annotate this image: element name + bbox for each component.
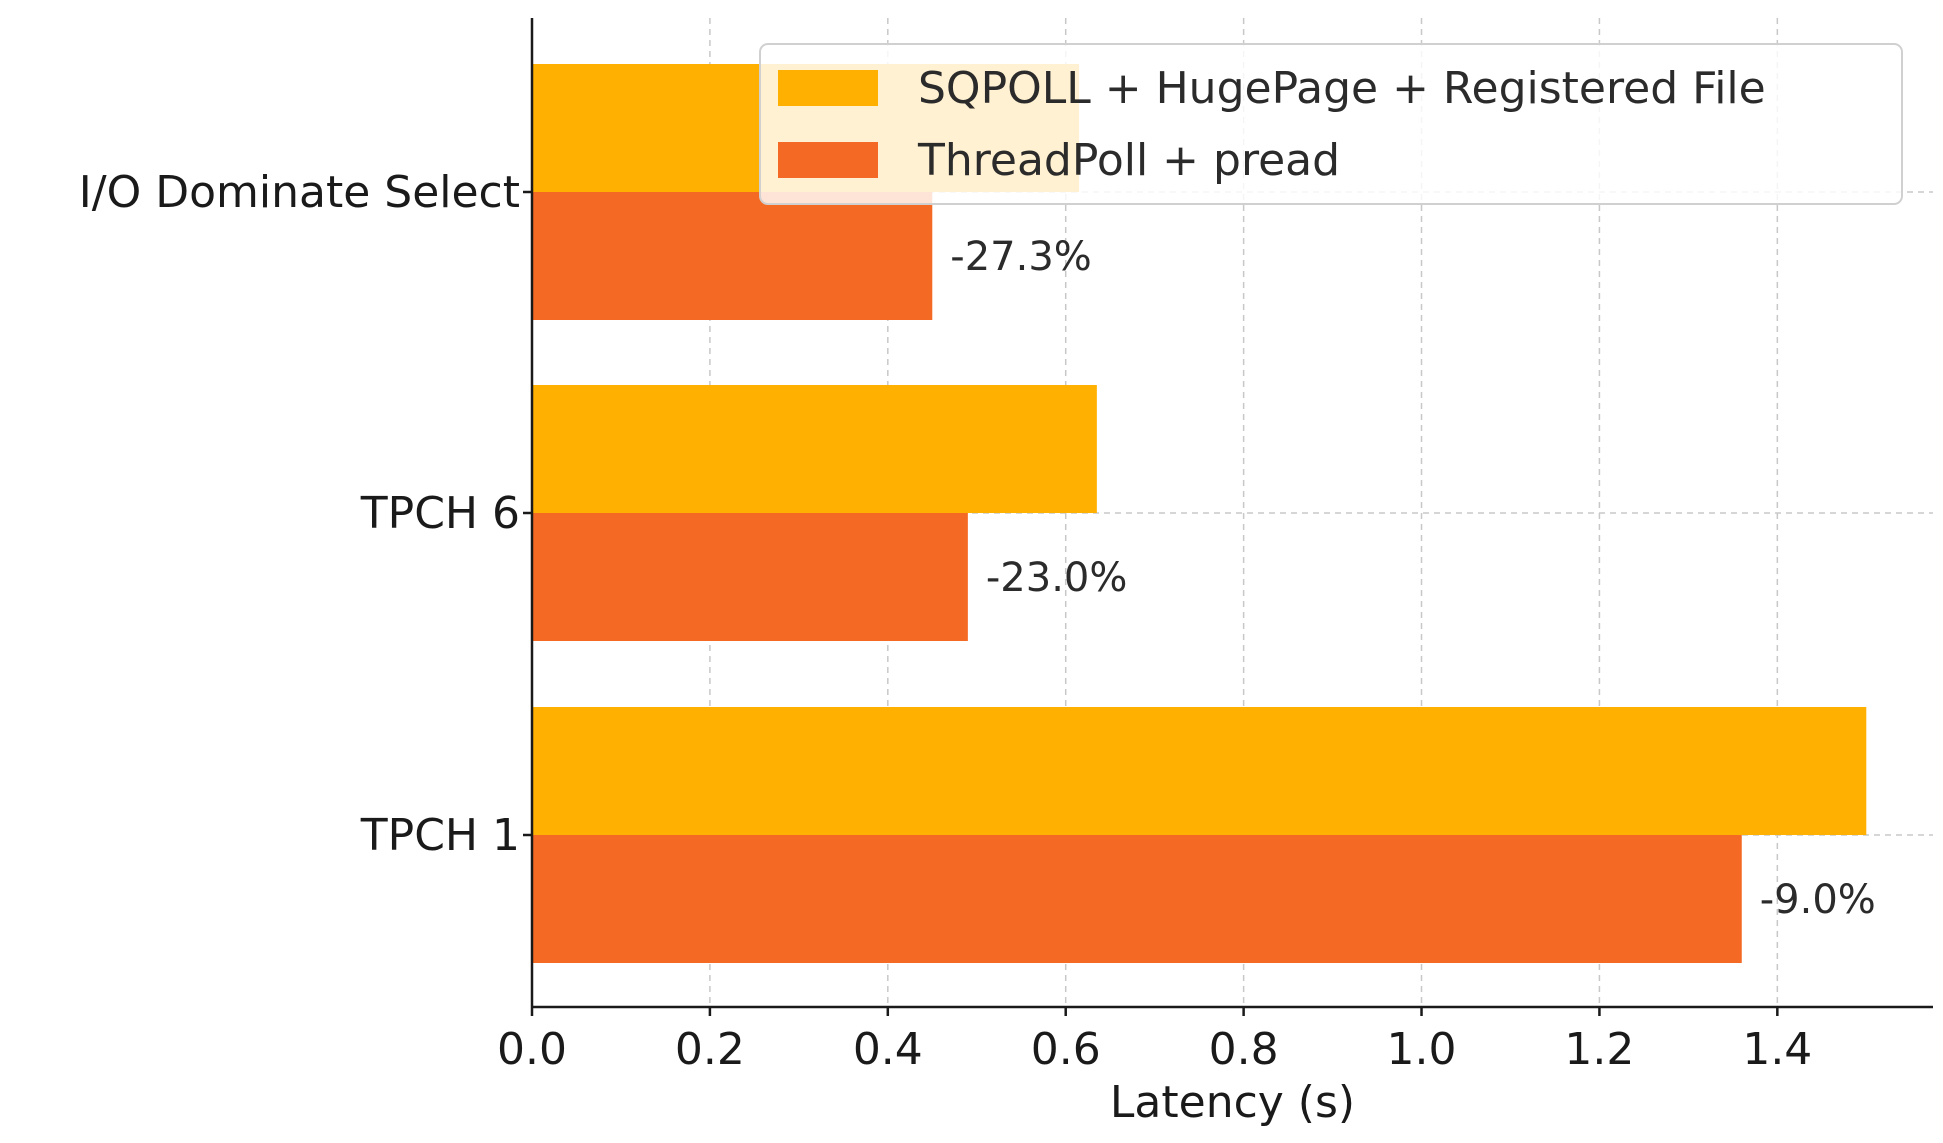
bars	[532, 64, 1867, 963]
x-tick-label-5: 1.0	[1387, 1024, 1457, 1075]
x-tick-label-6: 1.2	[1564, 1024, 1634, 1075]
data-label-0: -27.3%	[950, 234, 1092, 280]
x-tick-label-1: 0.2	[675, 1024, 745, 1075]
legend: SQPOLL + HugePage + Registered File Threa…	[759, 43, 1903, 205]
data-label-1: -23.0%	[986, 555, 1128, 601]
legend-swatch-0	[778, 70, 878, 106]
legend-box	[759, 43, 1903, 205]
x-tick-label-4: 0.8	[1209, 1024, 1279, 1075]
x-tick-label-3: 0.6	[1031, 1024, 1101, 1075]
bar-sqpoll-2	[532, 707, 1867, 835]
bar-threadpoll-2	[532, 835, 1742, 963]
y-tick-label-1: TPCH 6	[360, 488, 520, 539]
y-tick-label-0: I/O Dominate Select	[79, 167, 520, 218]
legend-label-1: ThreadPoll + pread	[917, 135, 1340, 186]
x-tick-label-0: 0.0	[497, 1024, 567, 1075]
data-labels: -27.3% -23.0% -9.0%	[950, 234, 1876, 923]
bar-threadpoll-1	[532, 513, 968, 641]
y-tick-label-2: TPCH 1	[360, 810, 520, 861]
legend-label-0: SQPOLL + HugePage + Registered File	[918, 63, 1766, 114]
ticks: 0.0 0.2 0.4 0.6 0.8 1.0 1.2 1.4 I/O Dominate Sel…	[79, 167, 1813, 1075]
x-tick-label-2: 0.4	[853, 1024, 923, 1075]
x-axis-label: Latency (s)	[1110, 1077, 1355, 1128]
bar-sqpoll-1	[532, 385, 1097, 513]
legend-swatch-1	[778, 142, 878, 178]
data-label-2: -9.0%	[1760, 877, 1876, 923]
bar-threadpoll-0	[532, 192, 933, 320]
x-tick-label-7: 1.4	[1742, 1024, 1812, 1075]
